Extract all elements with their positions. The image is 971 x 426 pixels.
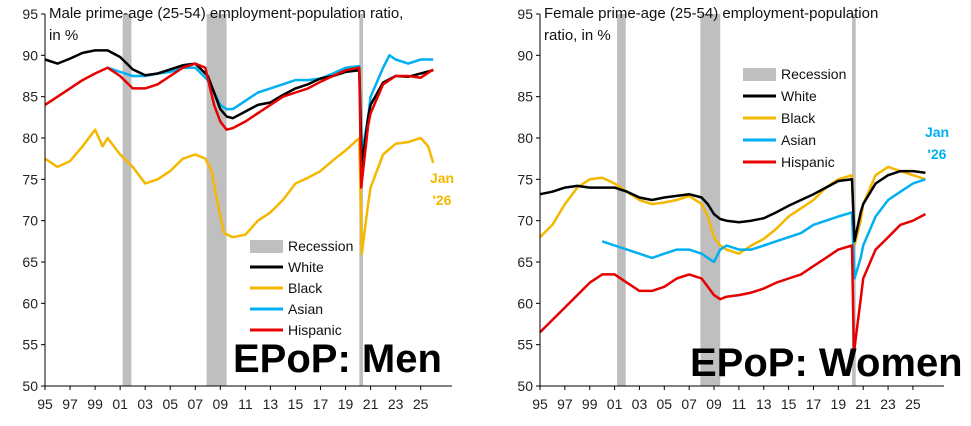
men-end-label: Jan [430,170,454,186]
men-recession-bar-0 [122,14,132,386]
women-legend: Recession White Black Asian Hispanic [743,66,846,170]
men-y-tick-label: 70 [22,213,38,229]
men-x-tick-label: 07 [187,396,203,412]
women-x-tick-label: 97 [557,396,573,412]
men-y-tick-label: 80 [22,130,38,146]
women-x-tick-label: 21 [855,396,871,412]
men-y-tick-label: 50 [22,378,38,394]
men-line-black [44,128,435,255]
men-x-tick-label: 97 [62,396,78,412]
women-recession-bar-1 [700,14,721,386]
women-y-tick-label: 60 [517,295,533,311]
women-y-tick-label: 55 [517,337,533,353]
men-y-tick-label: 90 [22,47,38,63]
men-x-tick-label: 11 [238,396,253,412]
men-x-tick-label: 15 [288,396,304,412]
men-x-tick-label: 01 [112,396,128,412]
women-legend-label: Recession [781,66,846,82]
men-x-tick-label: 19 [338,396,354,412]
women-big-label: EPoP: Women [690,341,963,385]
women-x-tick-label: 23 [880,396,896,412]
women-x-tick-label: 09 [706,396,722,412]
men-legend-label: White [288,259,324,275]
women-x-tick-label: 19 [831,396,847,412]
men-y-tick-label: 85 [22,89,38,105]
women-x-tick-label: 03 [632,396,648,412]
men-x-tick-label: 13 [263,396,279,412]
women-chart-title: ratio, in % [544,27,611,44]
women-x-tick-label: 11 [732,396,747,412]
women-legend-label: Black [781,110,816,126]
men-end-label: '26 [433,192,452,208]
men-x-tick-label: 95 [37,396,53,412]
women-y-tick-label: 75 [517,171,533,187]
men-x-tick-label: 03 [137,396,153,412]
women-x-tick-label: 15 [781,396,797,412]
men-y-tick-label: 60 [22,295,38,311]
women-y-tick-label: 65 [517,254,533,270]
men-chart-title: in % [49,27,78,44]
women-legend-label: Asian [781,132,816,148]
chart-men: 50 55 60 65 70 75 80 85 90 95 95 97 99 01 03 05 07 09 11 13… [22,5,454,412]
women-legend-label: White [781,88,817,104]
men-line-asian [107,54,434,156]
women-x-tick-label: 05 [657,396,673,412]
women-x-tick-label: 01 [607,396,623,412]
men-y-tick-label: 95 [22,6,38,22]
men-x-tick-label: 21 [363,396,379,412]
men-legend-swatch-recession [250,240,283,253]
women-y-tick-label: 95 [517,6,533,22]
men-legend: Recession White Black Asian Hispanic [250,238,353,338]
men-y-tick-label: 65 [22,254,38,270]
men-x-tick-label: 09 [213,396,229,412]
women-y-tick-label: 50 [517,378,533,394]
men-x-tick-label: 25 [413,396,429,412]
women-x-tick-label: 13 [756,396,772,412]
men-big-label: EPoP: Men [233,337,442,381]
men-y-tick-label: 75 [22,171,38,187]
women-x-tick-label: 25 [905,396,921,412]
men-chart-title: Male prime-age (25-54) employment-popula… [49,5,403,22]
women-x-tick-label: 17 [806,396,822,412]
men-series [44,49,435,255]
women-y-tick-label: 90 [517,47,533,63]
women-x-tick-label: 07 [681,396,697,412]
men-x-tick-label: 05 [162,396,178,412]
women-legend-label: Hispanic [781,154,835,170]
men-line-hispanic [44,62,434,189]
women-end-label: '26 [928,146,947,162]
men-legend-label: Recession [288,238,353,254]
men-x-tick-label: 17 [313,396,329,412]
women-legend-swatch-recession [743,68,776,81]
women-line-asian [601,178,926,280]
women-y-tick-label: 80 [517,130,533,146]
women-recession-bar-0 [617,14,626,386]
women-x-tick-label: 95 [532,396,548,412]
women-y-tick-label: 70 [517,213,533,229]
women-series [539,165,926,355]
men-legend-label: Black [288,280,323,296]
women-chart-title: Female prime-age (25-54) employment-popu… [544,5,878,22]
women-x-tick-label: 99 [582,396,598,412]
men-x-tick-label: 23 [388,396,404,412]
women-y-tick-label: 85 [517,89,533,105]
women-end-label: Jan [925,124,949,140]
women-line-hispanic [539,212,926,355]
men-y-tick-label: 55 [22,337,38,353]
men-legend-label: Asian [288,301,323,317]
women-line-black [539,165,926,255]
chart-women: 50 55 60 65 70 75 80 85 90 95 95 97 99 01 03 05 07 09 11 13… [517,5,963,412]
men-line-white [44,49,434,169]
men-x-tick-label: 99 [87,396,103,412]
women-line-white [539,169,926,243]
men-legend-label: Hispanic [288,322,342,338]
